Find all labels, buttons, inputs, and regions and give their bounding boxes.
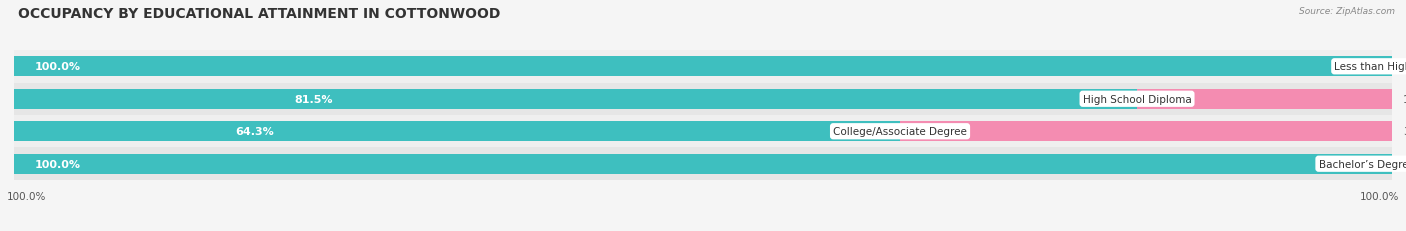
Text: 64.3%: 64.3% <box>236 127 274 137</box>
Text: 0.0%: 0.0% <box>1403 62 1406 72</box>
Text: 100.0%: 100.0% <box>35 159 80 169</box>
Bar <box>14 154 1392 174</box>
Text: 100.0%: 100.0% <box>1360 191 1399 201</box>
Text: Source: ZipAtlas.com: Source: ZipAtlas.com <box>1299 7 1395 16</box>
Bar <box>14 122 1392 142</box>
Text: 100.0%: 100.0% <box>35 62 80 72</box>
Bar <box>14 154 1392 174</box>
Text: 18.5%: 18.5% <box>1403 94 1406 104</box>
Text: OCCUPANCY BY EDUCATIONAL ATTAINMENT IN COTTONWOOD: OCCUPANCY BY EDUCATIONAL ATTAINMENT IN C… <box>18 7 501 21</box>
Text: 81.5%: 81.5% <box>295 94 333 104</box>
Text: College/Associate Degree: College/Associate Degree <box>834 127 967 137</box>
Text: High School Diploma: High School Diploma <box>1083 94 1191 104</box>
Bar <box>14 148 1392 180</box>
Bar <box>14 89 1392 109</box>
Text: Bachelor’s Degree or higher: Bachelor’s Degree or higher <box>1319 159 1406 169</box>
Text: 35.7%: 35.7% <box>1403 127 1406 137</box>
Bar <box>14 83 1392 116</box>
Text: Less than High School: Less than High School <box>1334 62 1406 72</box>
Bar <box>14 122 900 142</box>
Bar <box>14 51 1392 83</box>
Bar <box>1137 89 1392 109</box>
Bar <box>14 116 1392 148</box>
Text: 100.0%: 100.0% <box>7 191 46 201</box>
Bar <box>14 57 1392 77</box>
Text: 0.0%: 0.0% <box>1403 159 1406 169</box>
Bar <box>900 122 1392 142</box>
Bar <box>14 57 1392 77</box>
Bar <box>14 89 1137 109</box>
